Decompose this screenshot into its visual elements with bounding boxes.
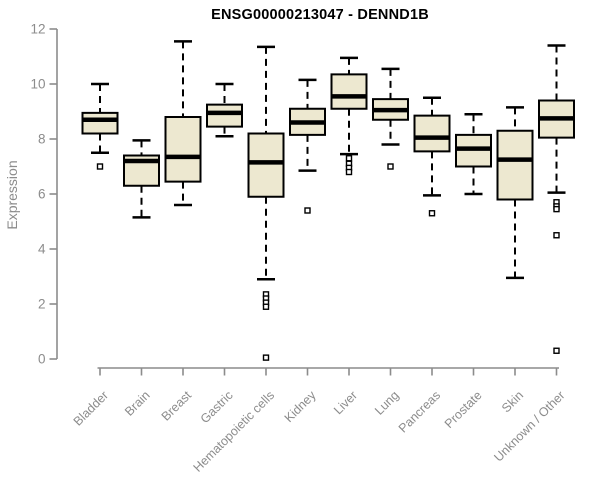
outlier-point <box>553 232 560 239</box>
box-group <box>164 40 202 207</box>
box-group <box>372 67 409 170</box>
box-iqr <box>206 103 243 128</box>
outlier-point <box>345 155 353 162</box>
box-group <box>123 139 160 219</box>
box-group <box>81 82 119 170</box>
x-category-label: Skin <box>499 388 526 415</box>
box-iqr <box>247 132 285 198</box>
box-group <box>538 44 575 354</box>
outlier-point <box>428 210 436 217</box>
y-tick-label: 6 <box>38 187 46 202</box>
x-category-label: Brain <box>122 388 153 419</box>
y-tick-label: 4 <box>38 242 46 257</box>
box-group <box>496 106 534 280</box>
y-tick-label: 0 <box>38 352 46 367</box>
outlier-point <box>553 205 560 213</box>
box-group <box>247 45 285 361</box>
x-category-label: Prostate <box>442 388 485 431</box>
box-group <box>206 82 243 138</box>
outlier-point <box>387 163 394 170</box>
x-category-label: Bladder <box>71 388 111 428</box>
box-iqr <box>164 116 202 183</box>
box-group <box>330 56 368 176</box>
box-iqr <box>496 129 534 201</box>
y-tick-label: 10 <box>30 77 45 92</box>
box-iqr <box>81 111 119 135</box>
box-iqr <box>330 73 368 110</box>
outlier-point <box>345 168 353 176</box>
box-iqr <box>413 114 451 153</box>
outlier-point <box>262 354 270 361</box>
x-category-label: Lung <box>372 388 402 418</box>
y-tick-label: 8 <box>38 132 46 147</box>
chart-title: ENSG00000213047 - DENND1B <box>211 7 429 23</box>
x-category-label: Pancreas <box>396 388 443 435</box>
outlier-point <box>553 347 560 354</box>
outlier-point <box>304 207 311 214</box>
box-group <box>455 113 492 196</box>
y-tick-label: 12 <box>30 22 45 37</box>
y-tick-label: 2 <box>38 297 46 312</box>
outlier-point <box>96 163 104 170</box>
x-category-label: Unknown / Other <box>491 388 567 464</box>
outlier-point <box>262 303 270 310</box>
x-category-label: Breast <box>159 388 195 424</box>
box-group <box>289 78 326 214</box>
x-category-label: Kidney <box>282 388 319 425</box>
x-category-label: Liver <box>331 388 360 417</box>
box-group <box>413 96 451 217</box>
x-category-label: Hematopoietic cells <box>191 388 278 475</box>
x-category-label: Gastric <box>198 388 236 426</box>
y-axis: 0 2 4 6 8 10 12 <box>30 22 58 367</box>
